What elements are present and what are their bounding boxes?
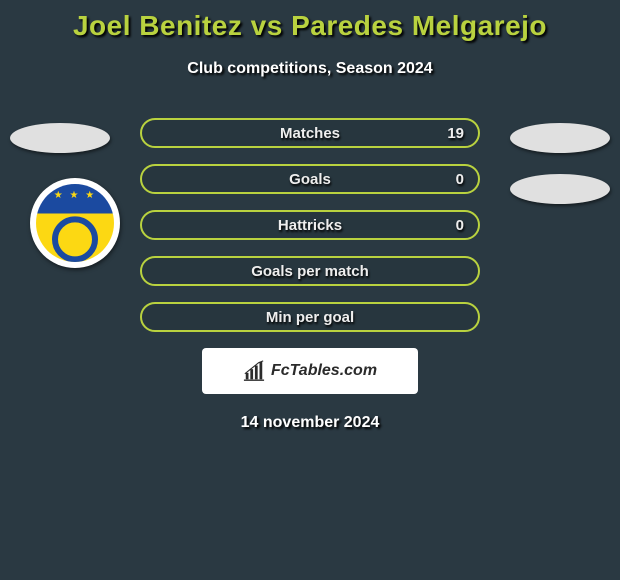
badge-stars: ★ ★ ★ [36, 190, 114, 201]
player1-placeholder-ellipse [10, 123, 110, 153]
stat-label: Matches [280, 125, 340, 142]
stat-row: Goals 0 [140, 164, 480, 194]
club-badge: ★ ★ ★ [30, 178, 120, 268]
stat-label: Hattricks [278, 217, 342, 234]
stat-row: Hattricks 0 [140, 210, 480, 240]
branding-text: FcTables.com [271, 362, 377, 380]
stat-row: Goals per match [140, 256, 480, 286]
subtitle: Club competitions, Season 2024 [0, 60, 620, 78]
stat-label: Goals per match [251, 263, 369, 280]
club-badge-inner: ★ ★ ★ [36, 184, 114, 262]
stat-value: 0 [456, 217, 464, 234]
vs-text: vs [251, 10, 283, 41]
content-area: ★ ★ ★ Matches 19 Goals 0 Hattricks 0 Goa… [0, 118, 620, 432]
stats-table: Matches 19 Goals 0 Hattricks 0 Goals per… [140, 118, 480, 332]
stat-row: Min per goal [140, 302, 480, 332]
badge-ring [52, 217, 98, 262]
player2-placeholder-ellipse-1 [510, 123, 610, 153]
date-label: 14 november 2024 [0, 414, 620, 432]
stat-value: 0 [456, 171, 464, 188]
stat-label: Goals [289, 171, 331, 188]
bar-chart-icon [243, 360, 265, 382]
player2-placeholder-ellipse-2 [510, 174, 610, 204]
stat-label: Min per goal [266, 309, 354, 326]
branding-box: FcTables.com [202, 348, 418, 394]
stat-value: 19 [447, 125, 464, 142]
stat-row: Matches 19 [140, 118, 480, 148]
player2-name: Paredes Melgarejo [291, 10, 547, 41]
player1-name: Joel Benitez [73, 10, 242, 41]
comparison-title: Joel Benitez vs Paredes Melgarejo [0, 0, 620, 42]
